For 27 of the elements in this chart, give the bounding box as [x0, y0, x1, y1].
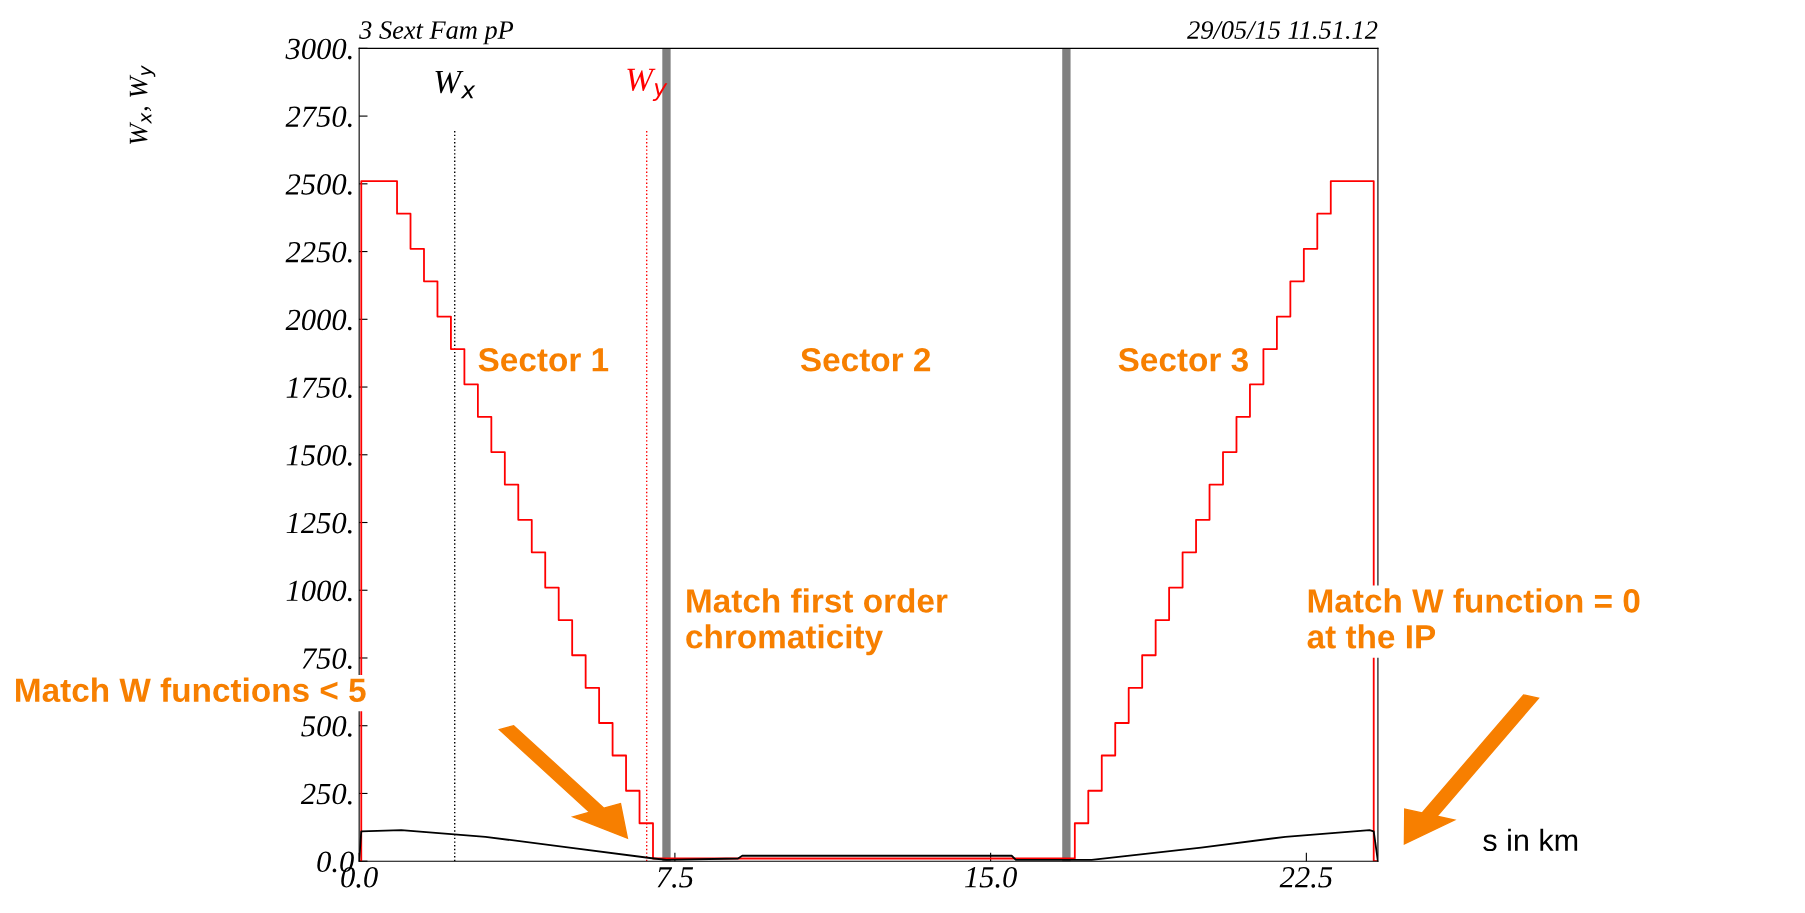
y-tick-label: 1250.	[286, 512, 352, 534]
x-tick-label: 15.0	[964, 866, 1017, 888]
annotation: Sector 3	[1118, 348, 1248, 372]
y-tick-label: 3000.	[285, 38, 352, 60]
annotation: Match W function = 0 at the IP	[1307, 588, 1640, 649]
y-axis-title: W$_{x}$, W$_{y}$	[129, 65, 156, 145]
x-tick-label: 22.5	[1279, 867, 1333, 888]
y-tick-label: 250.	[300, 783, 352, 805]
annotation: Match W functions < 5	[16, 677, 366, 703]
chart-title: 3 Sext Fam pP	[359, 21, 514, 45]
y-tick-label: 1000.	[286, 580, 352, 602]
x-tick-label: 7.5	[657, 867, 694, 888]
y-tick-label: 2750.	[285, 106, 352, 128]
chart-subtitle: 29/05/15 11.51.12	[1187, 21, 1378, 40]
y-tick-label: 1750.	[286, 377, 352, 399]
x-axis-title: s in km	[1483, 828, 1578, 852]
ref-line-label: W$_{x}$	[435, 70, 476, 99]
y-tick-label: 2500.	[285, 174, 352, 195]
y-tick-label: 500.	[301, 716, 352, 737]
y-tick-label: 2250.	[285, 241, 352, 263]
annotation: Match first order chromaticity	[686, 588, 948, 656]
y-tick-label: 1500.	[286, 445, 352, 466]
ref-line-label: W$_{y}$	[627, 68, 668, 101]
y-tick-label: 2000.	[285, 309, 352, 331]
annotation: Sector 1	[478, 348, 609, 372]
y-tick-label: 750.	[302, 648, 352, 670]
annotation: Sector 2	[800, 348, 931, 372]
